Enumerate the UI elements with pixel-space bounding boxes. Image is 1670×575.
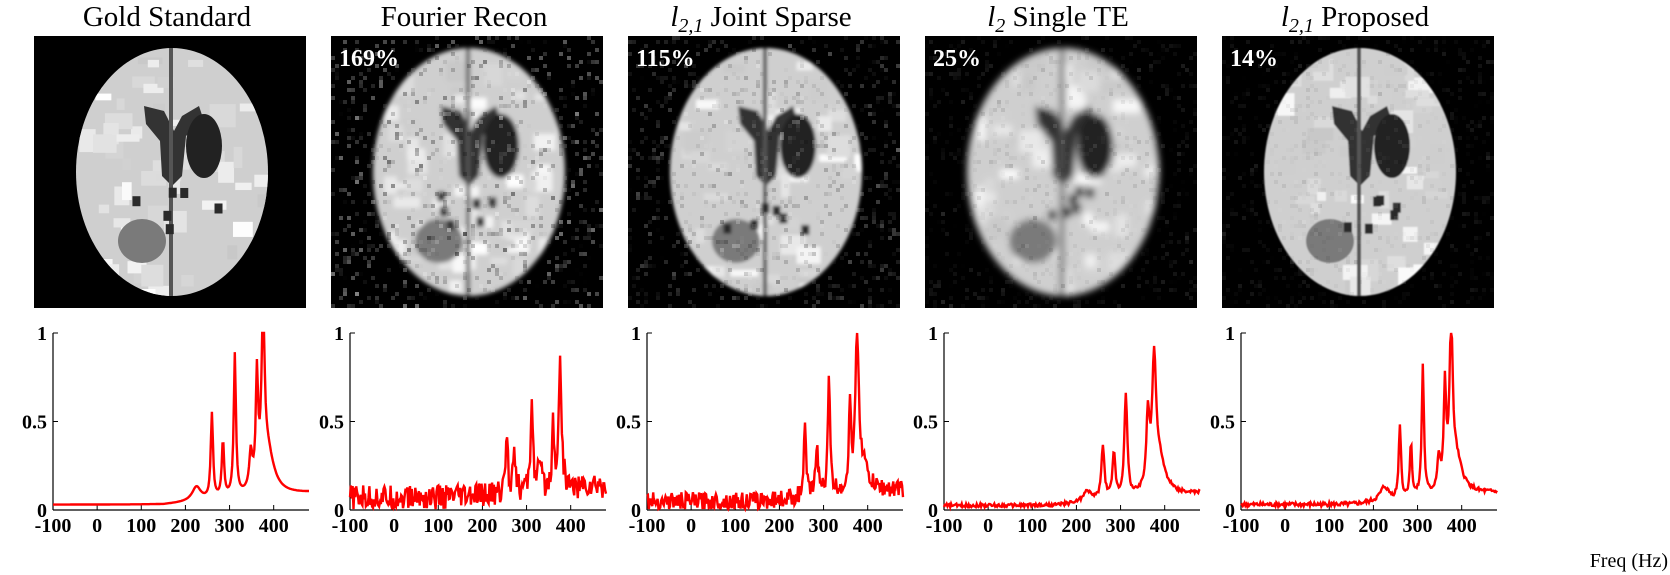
x-tick-label: 0 [686,515,696,537]
x-tick-label: 100 [423,515,453,537]
y-tick-label: 1 [631,325,641,345]
title-variable: l [987,1,996,33]
title-subscript: 2,1 [678,15,704,37]
error-percent-label: 169% [339,46,399,72]
x-tick-label: 200 [1061,515,1091,537]
spectrum-plot: 00.51-100 0 100 200 300 400 [22,323,309,537]
spectrum-chart: 0 0.5 1 -100 0 100 200 300 400 [314,323,614,555]
x-tick-label: 200 [170,515,200,537]
y-tick-label: 0.5 [913,412,938,434]
x-tick-label: 0 [983,515,993,537]
x-tick-label: 300 [512,515,542,537]
y-tick-label: 0.5 [22,412,47,434]
x-tick-label: -100 [332,515,369,537]
title-subscript: 2,1 [1288,15,1314,37]
x-tick-label: 100 [720,515,750,537]
x-tick-label: 300 [215,515,245,537]
spectrum-chart: 0 0.5 1 -100 0 100 200 300 400 [17,323,317,555]
spectrum-line [1240,332,1499,511]
panel-title: l2 Single TE [908,0,1208,37]
x-tick-label: 200 [764,515,794,537]
x-tick-label: 0 [389,515,399,537]
panel-title: l2,1 Joint Sparse [611,0,911,37]
x-tick-label: 300 [809,515,839,537]
spectrum-chart: 0 0.5 1 -100 0 100 200 300 400 [1205,323,1505,555]
panel-1: Gold Standard 0 0.5 1 -100 0 100 200 300 400 [17,0,317,575]
spectrum-plot: 00.51-100 0 100 200 300 400 [616,323,905,537]
x-tick-label: 200 [467,515,497,537]
y-tick-label: 0 [928,500,938,522]
y-tick-label: 1 [334,325,344,345]
y-tick-label: 1 [37,325,47,345]
x-tick-label: 100 [1314,515,1344,537]
error-percent-label: 14% [1230,46,1278,72]
x-axis-label: Freq (Hz) [1589,550,1668,572]
panel-title: l2,1 Proposed [1205,0,1505,37]
y-tick-label: 0.5 [616,412,641,434]
x-tick-label: 400 [556,515,586,537]
title-subscript: 2 [995,15,1006,37]
x-tick-label: 0 [92,515,102,537]
y-tick-label: 0.5 [319,412,344,434]
title-variable: l [1280,1,1289,33]
x-tick-label: 400 [853,515,883,537]
brain-image: 25% [925,36,1197,308]
brain-image: 14% [1222,36,1494,308]
y-tick-label: 1 [928,325,938,345]
title-text: Proposed [1313,1,1430,33]
panel-3: l2,1 Joint Sparse 115% 0 0.5 1 -100 0 100 200 30… [611,0,911,575]
spectrum-line [646,332,905,513]
panel-4: l2 Single TE 25% 0 0.5 1 -100 0 100 200 300 400 [908,0,1208,575]
x-tick-label: 400 [1150,515,1180,537]
x-tick-label: -100 [629,515,666,537]
spectrum-line [53,331,309,506]
error-percent-label: 25% [933,46,981,72]
x-tick-label: -100 [926,515,963,537]
spectrum-chart: 0 0.5 1 -100 0 100 200 300 400 [611,323,911,555]
title-text: Fourier Recon [380,1,548,33]
title-text: Gold Standard [82,1,252,33]
y-tick-label: 0.5 [1210,412,1235,434]
title-text: Joint Sparse [703,1,852,33]
x-tick-label: 300 [1403,515,1433,537]
x-tick-label: -100 [1223,515,1260,537]
spectrum-line [942,345,1201,512]
title-variable: l [670,1,679,33]
y-tick-label: 1 [1225,325,1235,345]
panel-title: Gold Standard [17,0,317,34]
spectrum-line [348,355,608,512]
panel-2: Fourier Recon 169% 0 0.5 1 -100 0 100 200 300 400 [314,0,614,575]
x-tick-label: 400 [1447,515,1477,537]
spectrum-chart: 0 0.5 1 -100 0 100 200 300 400 [908,323,1208,555]
brain-image: 115% [628,36,900,308]
spectrum-plot: 00.51-100 0 100 200 300 400 [319,323,608,537]
y-tick-label: 0 [1225,500,1235,522]
y-tick-label: 0 [631,500,641,522]
x-tick-label: -100 [35,515,72,537]
error-percent-label: 115% [636,46,695,72]
x-tick-label: 100 [126,515,156,537]
x-tick-label: 300 [1106,515,1136,537]
x-tick-label: 0 [1280,515,1290,537]
y-tick-label: 0 [37,500,47,522]
panel-title: Fourier Recon [314,0,614,34]
x-tick-label: 100 [1017,515,1047,537]
panel-5: l2,1 Proposed 14% 0 0.5 1 -100 0 100 200 300 400 [1205,0,1505,575]
spectrum-plot: 00.51-100 0 100 200 300 400 [1210,323,1499,537]
y-tick-label: 0 [334,500,344,522]
spectrum-plot: 00.51-100 0 100 200 300 400 [913,323,1201,537]
x-tick-label: 400 [259,515,289,537]
title-text: Single TE [1005,1,1129,33]
brain-image [34,36,306,308]
brain-image: 169% [331,36,603,308]
x-tick-label: 200 [1358,515,1388,537]
